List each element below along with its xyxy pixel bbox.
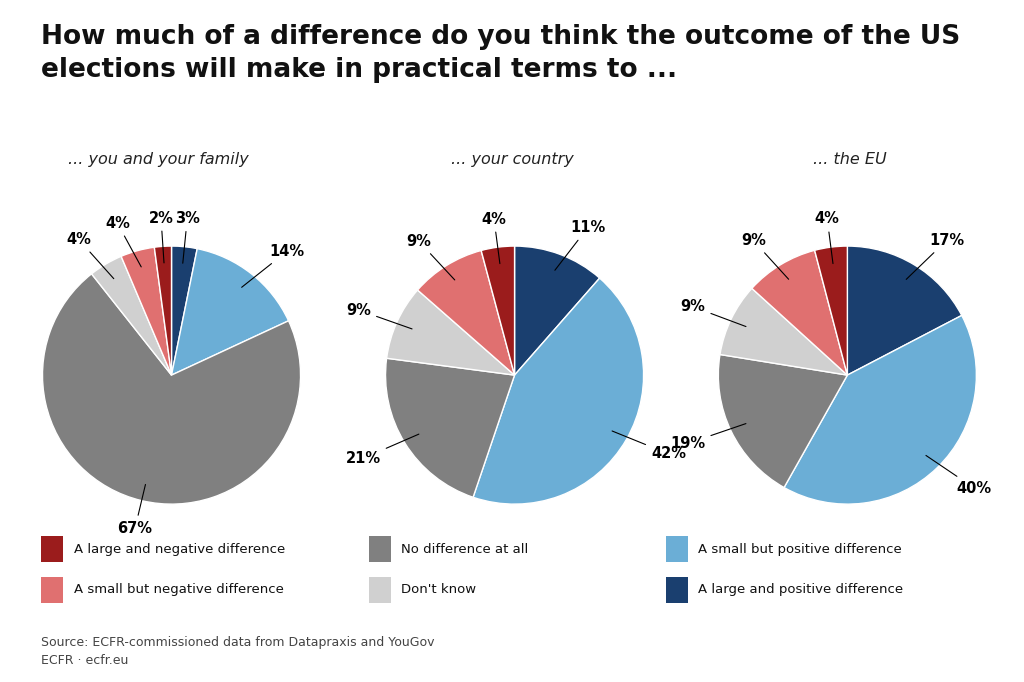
Text: 21%: 21% — [346, 434, 419, 466]
Text: How much of a difference do you think the outcome of the US
elections will make : How much of a difference do you think th… — [41, 24, 961, 83]
Text: 42%: 42% — [612, 431, 686, 461]
Text: A small but positive difference: A small but positive difference — [698, 542, 902, 556]
Wedge shape — [752, 250, 848, 375]
Wedge shape — [172, 249, 289, 375]
Wedge shape — [418, 250, 514, 375]
Text: ... the EU: ... the EU — [813, 152, 887, 167]
Text: 9%: 9% — [681, 299, 745, 327]
Text: 40%: 40% — [926, 456, 992, 496]
Text: A large and negative difference: A large and negative difference — [74, 542, 285, 556]
Text: A small but negative difference: A small but negative difference — [74, 583, 284, 597]
Text: 17%: 17% — [906, 233, 964, 280]
Text: 4%: 4% — [67, 232, 114, 279]
Text: Source: ECFR-commissioned data from Datapraxis and YouGov
ECFR · ecfr.eu: Source: ECFR-commissioned data from Data… — [41, 636, 434, 666]
Text: 11%: 11% — [555, 220, 605, 270]
Wedge shape — [91, 256, 172, 375]
Text: 3%: 3% — [175, 211, 200, 263]
Text: Don't know: Don't know — [401, 583, 476, 597]
Text: 19%: 19% — [671, 424, 745, 451]
Text: 9%: 9% — [407, 234, 455, 280]
Text: 4%: 4% — [481, 211, 507, 264]
Text: ... you and your family: ... you and your family — [69, 152, 249, 167]
Wedge shape — [720, 288, 848, 375]
Wedge shape — [719, 355, 848, 488]
Text: 67%: 67% — [118, 484, 153, 536]
Wedge shape — [171, 246, 198, 375]
Text: 9%: 9% — [346, 303, 412, 329]
Wedge shape — [847, 246, 962, 375]
Text: A large and positive difference: A large and positive difference — [698, 583, 903, 597]
Wedge shape — [121, 248, 172, 375]
Text: 2%: 2% — [148, 211, 173, 263]
Text: 14%: 14% — [242, 244, 304, 287]
Wedge shape — [481, 246, 515, 375]
Wedge shape — [514, 246, 600, 375]
Wedge shape — [387, 290, 514, 375]
Text: 4%: 4% — [815, 211, 840, 263]
Text: 9%: 9% — [741, 233, 788, 279]
Text: ... your country: ... your country — [451, 152, 573, 167]
Wedge shape — [155, 246, 172, 375]
Wedge shape — [815, 246, 848, 375]
Text: No difference at all: No difference at all — [401, 542, 528, 556]
Text: 4%: 4% — [105, 216, 141, 267]
Wedge shape — [386, 358, 514, 497]
Wedge shape — [784, 315, 976, 504]
Wedge shape — [473, 278, 643, 504]
Wedge shape — [43, 274, 300, 504]
